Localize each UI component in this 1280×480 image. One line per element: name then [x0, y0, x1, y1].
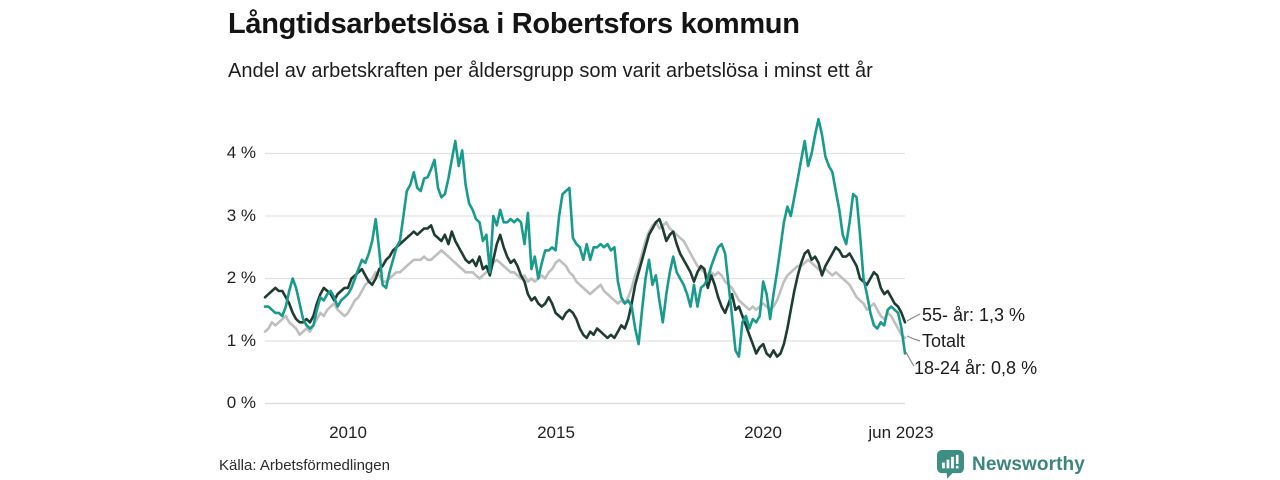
logo-exclamation-dot	[955, 465, 959, 469]
series-line-Totalt	[263, 221, 907, 340]
x-axis-tick-label: 2020	[744, 423, 782, 442]
y-axis-tick-label: 4 %	[226, 143, 256, 162]
series-end-label-55: 55- år: 1,3 %	[922, 305, 1026, 325]
source-note: Källa: Arbetsförmedlingen	[219, 457, 390, 474]
logo-bar	[942, 462, 945, 469]
x-axis-tick-label: jun 2023	[868, 423, 934, 442]
y-axis-tick-label: 3 %	[226, 206, 256, 225]
x-axis-tick-label: 2010	[329, 423, 367, 442]
line-series-group	[263, 117, 907, 358]
series-end-label-18-24: 18-24 år: 0,8 %	[914, 358, 1038, 378]
logo-exclamation-stroke	[955, 454, 959, 465]
newsworthy-logo-icon	[937, 450, 964, 479]
y-axis-tick-label: 2 %	[226, 268, 256, 287]
x-axis-tick-label: 2015	[537, 423, 575, 442]
y-axis-tick-label: 1 %	[226, 331, 256, 350]
connector-line	[905, 351, 915, 367]
connector-line	[906, 313, 921, 322]
chart-subtitle: Andel av arbetskraften per åldersgrupp s…	[228, 60, 873, 82]
logo-bar	[951, 456, 954, 469]
series-end-label-totalt: Totalt	[922, 331, 966, 351]
logo-bar	[946, 459, 950, 469]
series-line-55- år	[263, 217, 907, 358]
connector-line	[906, 335, 921, 342]
gridlines	[265, 152, 905, 405]
newsworthy-logo: Newsworthy	[937, 450, 1085, 479]
newsworthy-wordmark: Newsworthy	[972, 453, 1085, 475]
page-title: Långtidsarbetslösa i Robertsfors kommun	[228, 8, 800, 40]
y-axis-tick-label: 0 %	[226, 393, 256, 412]
series-line-18-24 år	[263, 117, 907, 358]
